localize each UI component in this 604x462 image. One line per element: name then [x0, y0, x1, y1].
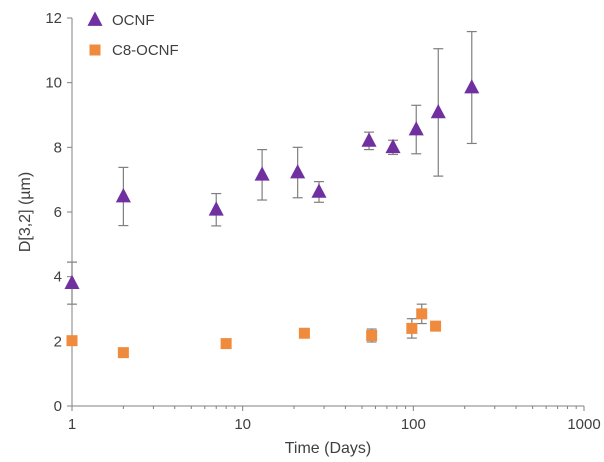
y-tick-label: 12: [45, 10, 62, 27]
error-bars: [67, 30, 477, 355]
y-tick-label: 10: [45, 75, 62, 92]
ocnf-point: [430, 103, 446, 119]
data-markers: [64, 79, 480, 359]
y-tick-label: 2: [54, 333, 62, 350]
c8-ocnf-point: [220, 338, 232, 350]
axes: 0 2 4 6 8 10 12 1 10 100 1000: [45, 10, 600, 433]
ocnf-point: [208, 201, 224, 216]
x-tick-label: 10: [234, 416, 251, 433]
c8-ocnf-point: [430, 320, 442, 332]
ocnf-point: [64, 274, 80, 289]
y-tick-label: 8: [54, 139, 62, 156]
legend-triangle-icon: [87, 11, 103, 26]
c8-ocnf-point: [406, 322, 418, 334]
c8-ocnf-point: [416, 308, 428, 320]
y-tick-label: 0: [54, 398, 62, 415]
legend-square-icon: [89, 44, 101, 56]
ocnf-point: [254, 166, 270, 181]
x-axis-title: Time (Days): [285, 440, 372, 457]
ocnf-point: [115, 188, 131, 203]
x-tick-label: 100: [401, 416, 426, 433]
y-tick-label: 4: [54, 269, 62, 286]
ocnf-point: [290, 164, 306, 179]
legend-label: OCNF: [112, 12, 155, 29]
legend: OCNF C8-OCNF: [87, 11, 179, 59]
legend-label: C8-OCNF: [112, 42, 179, 59]
c8-ocnf-point: [298, 327, 310, 339]
ocnf-point: [385, 138, 401, 154]
y-tick-label: 6: [54, 204, 62, 221]
c8-ocnf-point: [117, 347, 129, 359]
ocnf-point: [464, 79, 480, 94]
ocnf-point: [408, 121, 424, 136]
ocnf-point: [361, 132, 377, 147]
c8-ocnf-point: [66, 335, 78, 347]
c8-ocnf-point: [366, 330, 378, 342]
x-tick-label: 1: [68, 416, 76, 433]
x-tick-label: 1000: [567, 416, 600, 433]
y-axis-title: D[3,2] (µm): [17, 172, 34, 252]
ocnf-point: [311, 183, 327, 198]
